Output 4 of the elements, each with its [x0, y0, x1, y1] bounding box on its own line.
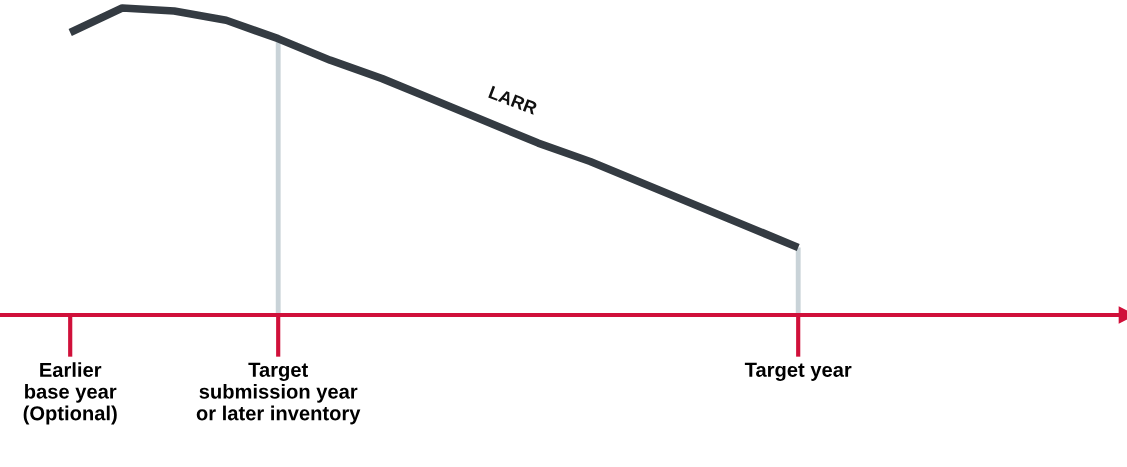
x-tick-label: Target year — [744, 362, 852, 381]
text: LARR — [488, 85, 539, 115]
x-tick-label: Earlier base year (Optional) — [23, 362, 117, 425]
x-tick-label: Target submission year or later inventory — [196, 362, 361, 425]
